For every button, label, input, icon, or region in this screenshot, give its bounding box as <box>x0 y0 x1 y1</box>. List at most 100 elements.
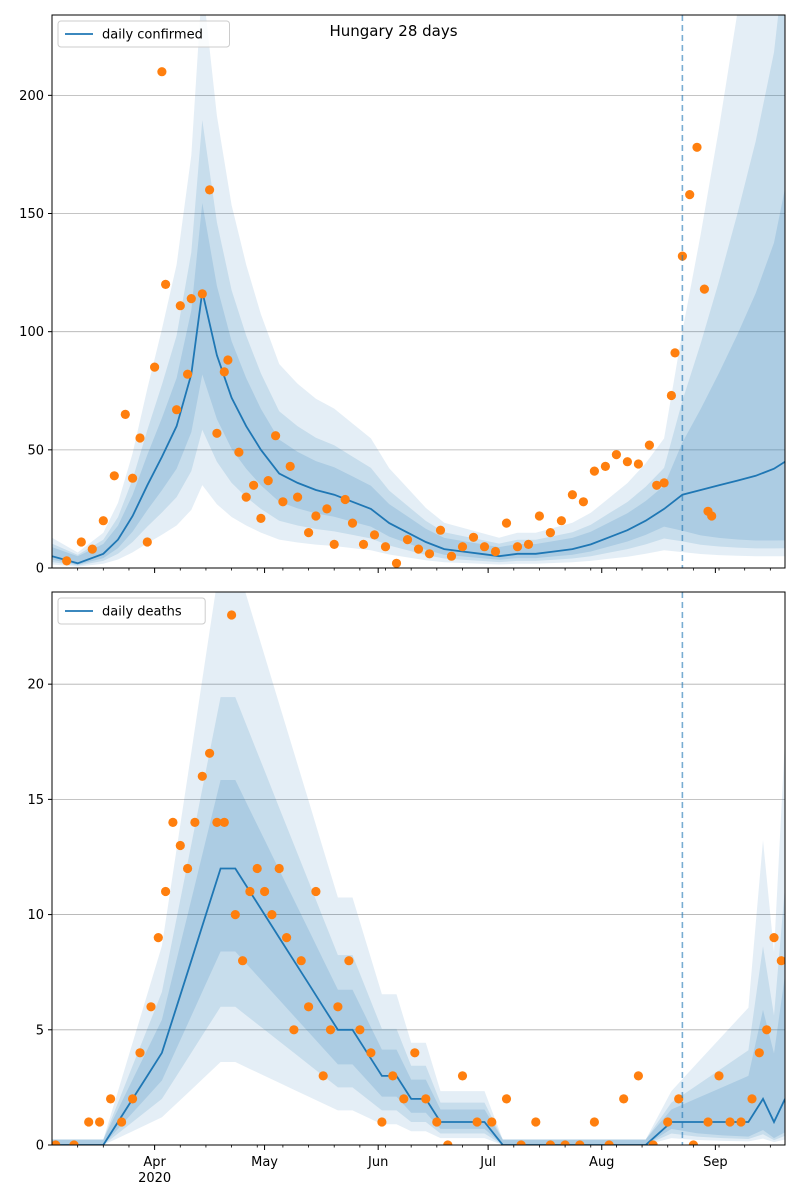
observed-point <box>267 910 277 920</box>
legend-box <box>57 597 206 625</box>
observed-point <box>762 1025 772 1035</box>
observed-point <box>391 558 402 568</box>
observed-point <box>578 497 589 507</box>
observed-point <box>212 817 222 828</box>
x-tick-label: Aug <box>589 1155 614 1170</box>
plot-area <box>52 15 785 568</box>
observed-point <box>289 1025 299 1035</box>
observed-point <box>685 190 695 200</box>
observed-point <box>648 1140 658 1145</box>
y-tick-label: 15 <box>27 793 44 808</box>
observed-point <box>183 863 193 874</box>
observed-point <box>227 610 237 620</box>
observed-point <box>556 516 567 526</box>
observed-point <box>707 511 717 521</box>
observed-point <box>457 1071 468 1081</box>
observed-point <box>76 537 86 547</box>
observed-point <box>644 440 655 450</box>
legend-label: daily confirmed <box>102 28 203 43</box>
observed-point <box>652 480 662 490</box>
y-tick-label: 150 <box>19 207 44 222</box>
observed-point <box>153 933 163 943</box>
uncertainty-band-3 <box>52 780 785 1145</box>
observed-point <box>161 886 171 897</box>
observed-point <box>347 518 358 528</box>
axes-frame <box>51 14 786 569</box>
observed-point <box>413 544 424 554</box>
observed-point <box>754 1048 764 1058</box>
observed-point <box>468 532 479 542</box>
observed-point <box>604 1140 614 1145</box>
observed-point <box>479 542 490 552</box>
observed-point <box>325 1025 336 1035</box>
plot-area <box>52 592 785 1145</box>
observed-point <box>150 362 160 372</box>
observed-point <box>278 497 288 507</box>
observed-point <box>523 539 534 550</box>
observed-point <box>175 301 185 311</box>
observed-point <box>120 409 130 419</box>
observed-point <box>666 390 677 401</box>
observed-point <box>252 863 262 874</box>
observed-point <box>190 817 200 828</box>
observed-point <box>128 473 138 483</box>
observed-point <box>311 511 321 521</box>
observed-point <box>157 67 167 77</box>
observed-point <box>567 490 578 500</box>
observed-point <box>161 279 171 289</box>
legend: daily deaths <box>57 597 206 625</box>
observed-point <box>344 956 354 966</box>
observed-point <box>402 535 413 545</box>
observed-point <box>688 1140 698 1145</box>
observed-point <box>223 355 233 365</box>
observed-point <box>128 1094 138 1104</box>
observed-point <box>560 1140 570 1145</box>
observed-point <box>62 556 72 566</box>
confirmed-panel: 0 50 100 150 200 Hungary 28 days daily confirm… <box>19 14 786 577</box>
observed-point <box>142 537 152 547</box>
observed-point <box>457 542 468 552</box>
observed-point <box>329 539 339 550</box>
axes-frame <box>51 591 786 1146</box>
observed-point <box>333 1002 343 1012</box>
observed-point <box>472 1117 482 1127</box>
observed-point <box>285 461 295 471</box>
observed-point <box>663 1117 673 1127</box>
observed-point <box>109 471 119 481</box>
observed-point <box>446 551 457 561</box>
observed-point <box>531 1117 541 1127</box>
observed-point <box>98 516 108 526</box>
uncertainty-band-1 <box>52 15 785 567</box>
legend: daily confirmed <box>57 20 230 48</box>
observed-point <box>197 771 207 781</box>
observed-point <box>589 466 600 476</box>
observed-point <box>487 1117 497 1127</box>
uncertainty-band-2 <box>52 697 785 1145</box>
observed-point <box>234 447 244 457</box>
observed-point <box>421 1094 431 1104</box>
observed-point <box>168 817 178 828</box>
x-tick-label: Apr <box>143 1155 166 1170</box>
y-tick-label: 20 <box>27 678 44 693</box>
observed-point <box>490 546 501 557</box>
uncertainty-bands <box>52 592 785 1145</box>
observed-point <box>205 185 215 195</box>
observed-point <box>318 1071 328 1081</box>
observed-point <box>355 1025 365 1035</box>
uncertainty-band-1 <box>52 592 785 1145</box>
observed-point <box>575 1140 585 1145</box>
observed-point <box>249 480 259 490</box>
observed-point <box>670 348 680 358</box>
series-line-daily-confirmed <box>52 291 785 565</box>
observed-point <box>399 1094 409 1104</box>
x-tick-label: Jul <box>479 1155 496 1170</box>
observed-point <box>358 539 369 550</box>
observed-point <box>725 1117 735 1127</box>
y-tick-label: 100 <box>19 325 44 340</box>
observed-point <box>219 367 229 377</box>
observed-point <box>238 956 248 966</box>
observed-point <box>106 1094 116 1104</box>
observed-point <box>435 525 446 535</box>
observed-point <box>183 369 193 379</box>
